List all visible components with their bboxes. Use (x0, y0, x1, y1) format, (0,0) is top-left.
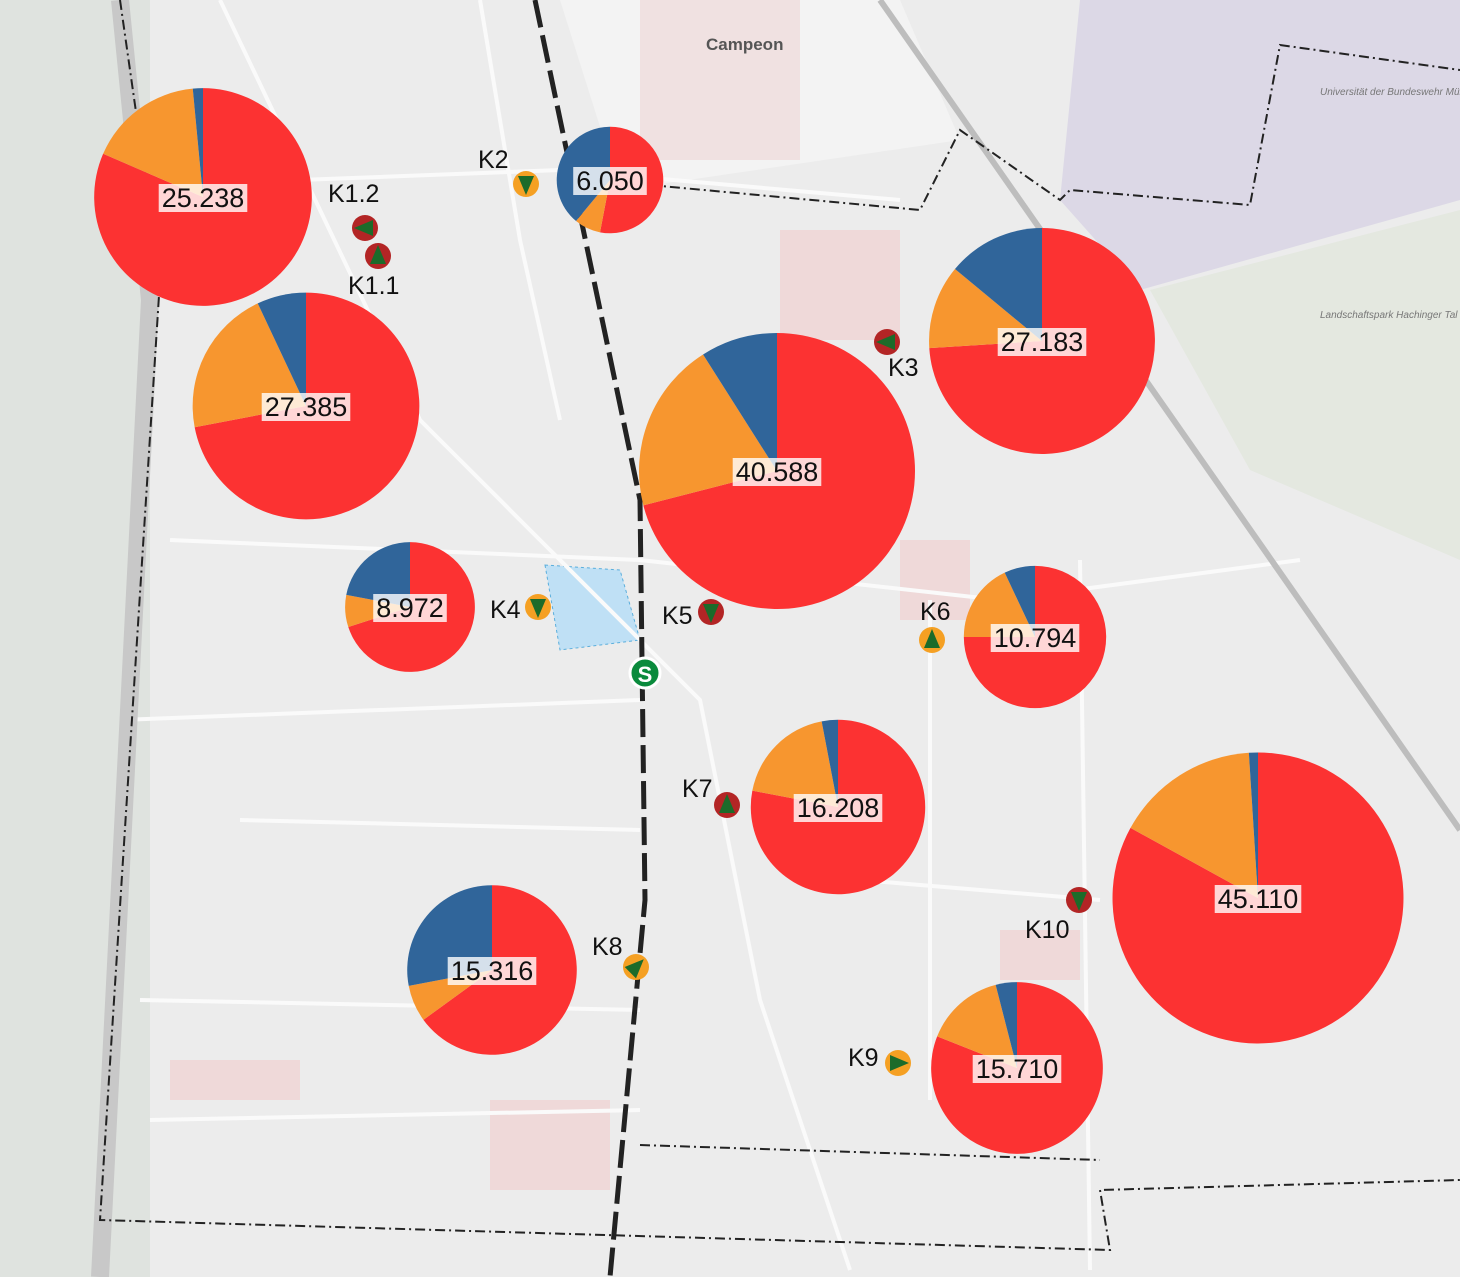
pie-chart: 40.588 (638, 332, 916, 610)
pie-slice-orange (963, 572, 1035, 637)
direction-arrow-icon (924, 629, 940, 648)
counting-point-K1-1[interactable]: K1.1 (348, 243, 399, 300)
counting-point-K6[interactable]: K6 (919, 598, 951, 653)
direction-arrow-icon (354, 220, 373, 236)
direction-arrow-icon (530, 599, 546, 618)
label-background (732, 458, 822, 486)
label-background (158, 184, 248, 212)
counting-point-label: K5 (662, 602, 693, 630)
counting-point-K9[interactable]: K9 (848, 1044, 911, 1076)
pie-chart: 27.183 (929, 228, 1155, 454)
counting-point-label: K6 (920, 598, 951, 626)
label-background (1214, 885, 1302, 913)
pie-chart: 10.794 (963, 565, 1107, 709)
pie-slice-blue (995, 982, 1017, 1068)
counting-point-K10[interactable]: K10 (1025, 887, 1092, 944)
pie-slice-blue (192, 88, 203, 197)
label-background (261, 393, 351, 421)
pie-chart: 16.208 (750, 719, 926, 895)
counting-point-label: K2 (478, 146, 509, 174)
counting-point-K7[interactable]: K7 (682, 775, 740, 818)
pie-value-label: 16.208 (797, 793, 880, 823)
svg-text:S: S (638, 662, 653, 687)
counting-point-K3[interactable]: K3 (874, 329, 919, 382)
pie-slice-orange (937, 984, 1017, 1068)
direction-arrow-icon (890, 1055, 909, 1071)
direction-arrow-icon (518, 176, 534, 195)
pie-chart: 27.385 (192, 292, 420, 520)
pie-value-label: 8.972 (376, 593, 444, 623)
pie-chart: 15.710 (931, 982, 1103, 1154)
pie-chart: 6.050 (556, 126, 664, 234)
pie-value-label: 25.238 (162, 183, 245, 213)
counting-point-label: K9 (848, 1044, 879, 1072)
pie-slice-blue (1004, 565, 1035, 637)
pie-slice-blue (954, 228, 1042, 341)
pie-slice-orange (752, 721, 838, 807)
pie-value-label: 45.110 (1218, 884, 1299, 914)
pie-slice-blue (1248, 752, 1258, 898)
direction-arrow-icon (1071, 892, 1087, 911)
pie-charts: 25.238 6.050 27.385 40.588 27.183 8.972 10.794… (94, 88, 1404, 1154)
pie-slice-blue (703, 332, 777, 471)
direction-arrow-icon (876, 334, 895, 350)
pie-slice-blue (346, 542, 410, 607)
label-background (373, 594, 447, 622)
pie-value-label: 15.316 (451, 956, 534, 986)
counting-point-label: K1.1 (348, 272, 399, 300)
direction-arrow-icon (719, 794, 735, 813)
label-background (793, 794, 883, 822)
pie-value-label: 27.385 (265, 392, 348, 422)
pie-slice-orange (1130, 752, 1258, 898)
counting-point-label: K4 (490, 596, 521, 624)
label-background (447, 957, 537, 985)
pie-slice-orange (103, 88, 203, 197)
label-background (990, 624, 1080, 652)
pie-chart: 8.972 (345, 542, 475, 672)
label-background (573, 167, 647, 195)
direction-arrow-icon (703, 604, 719, 623)
place-label-university: Universität der Bundeswehr München (1320, 87, 1460, 98)
pie-chart: 45.110 (1112, 752, 1404, 1044)
counting-point-K4[interactable]: K4 (490, 594, 551, 624)
pie-value-label: 10.794 (994, 623, 1077, 653)
pie-slice-blue (821, 719, 838, 807)
pie-chart: 15.316 (407, 885, 577, 1055)
pie-value-label: 6.050 (576, 166, 644, 196)
counting-point-markers: K1.2 K1.1 K2 K3 K4 K5 K6 K7 K8 K9 K10 (328, 146, 1092, 1076)
counting-point-K1-2[interactable]: K1.2 (328, 180, 379, 241)
counting-point-K5[interactable]: K5 (662, 599, 724, 630)
place-label-campeon: Campeon (706, 35, 783, 54)
counting-point-label: K1.2 (328, 180, 379, 208)
pie-slice-blue (257, 292, 306, 406)
counting-point-K2[interactable]: K2 (478, 146, 539, 197)
counting-point-label: K8 (592, 933, 623, 961)
label-background (997, 328, 1087, 356)
direction-arrow-icon (624, 959, 644, 979)
pie-chart: 25.238 (94, 88, 312, 306)
direction-arrow-icon (370, 245, 386, 264)
pie-value-label: 15.710 (976, 1054, 1059, 1084)
counting-point-label: K3 (888, 354, 919, 382)
counting-point-label: K7 (682, 775, 713, 803)
s-bahn-station-icon: S (628, 656, 662, 690)
place-label-landscape-park: Landschaftspark Hachinger Tal (1320, 310, 1458, 321)
pie-value-label: 27.183 (1001, 327, 1084, 357)
counting-point-label: K10 (1025, 916, 1069, 944)
counting-point-K8[interactable]: K8 (592, 933, 649, 980)
pie-value-label: 40.588 (736, 457, 819, 487)
label-background (972, 1055, 1062, 1083)
